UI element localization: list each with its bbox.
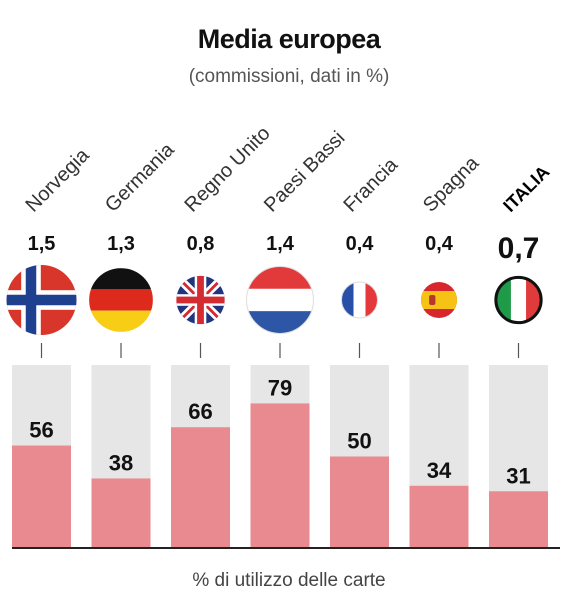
commission-label: 0,4 bbox=[425, 233, 454, 255]
bar-value-label: 66 bbox=[188, 399, 212, 424]
bar-value-label: 38 bbox=[109, 450, 133, 475]
netherlands-flag-icon bbox=[246, 266, 314, 334]
x-axis-label: % di utilizzo delle carte bbox=[192, 570, 386, 591]
country-label: Francia bbox=[339, 153, 402, 216]
bar bbox=[489, 491, 548, 548]
bar bbox=[250, 403, 310, 548]
bar bbox=[409, 485, 469, 548]
uk-flag-icon bbox=[176, 275, 225, 325]
bar-value-label: 56 bbox=[29, 418, 53, 443]
commission-label: 1,3 bbox=[107, 233, 135, 255]
bar bbox=[91, 478, 151, 548]
italy-flag-icon bbox=[494, 275, 543, 325]
spain-flag-icon bbox=[421, 282, 457, 318]
france-flag-icon bbox=[341, 281, 378, 319]
commission-label: 0,7 bbox=[498, 232, 540, 265]
bar bbox=[171, 427, 230, 548]
bar-value-label: 79 bbox=[268, 375, 292, 400]
bar-value-label: 34 bbox=[427, 458, 452, 483]
norway-flag-icon bbox=[6, 265, 77, 335]
country-label: Paesi Bassi bbox=[260, 127, 349, 216]
country-label: Norvegia bbox=[21, 144, 94, 217]
commission-label: 1,5 bbox=[28, 233, 56, 255]
country-label: ITALIA bbox=[499, 162, 553, 216]
chart-subtitle: (commissioni, dati in %) bbox=[188, 66, 390, 87]
commission-label: 0,8 bbox=[187, 233, 215, 255]
bar-value-label: 50 bbox=[347, 429, 371, 454]
commission-label: 1,4 bbox=[266, 233, 295, 255]
chart-title: Media europea bbox=[197, 24, 381, 54]
country-label: Germania bbox=[101, 138, 179, 216]
bar-value-label: 31 bbox=[506, 463, 530, 488]
commission-label: 0,4 bbox=[346, 233, 375, 255]
bar bbox=[330, 456, 389, 548]
country-label: Spagna bbox=[419, 152, 484, 217]
bar bbox=[12, 445, 71, 548]
germany-flag-icon bbox=[89, 268, 153, 332]
